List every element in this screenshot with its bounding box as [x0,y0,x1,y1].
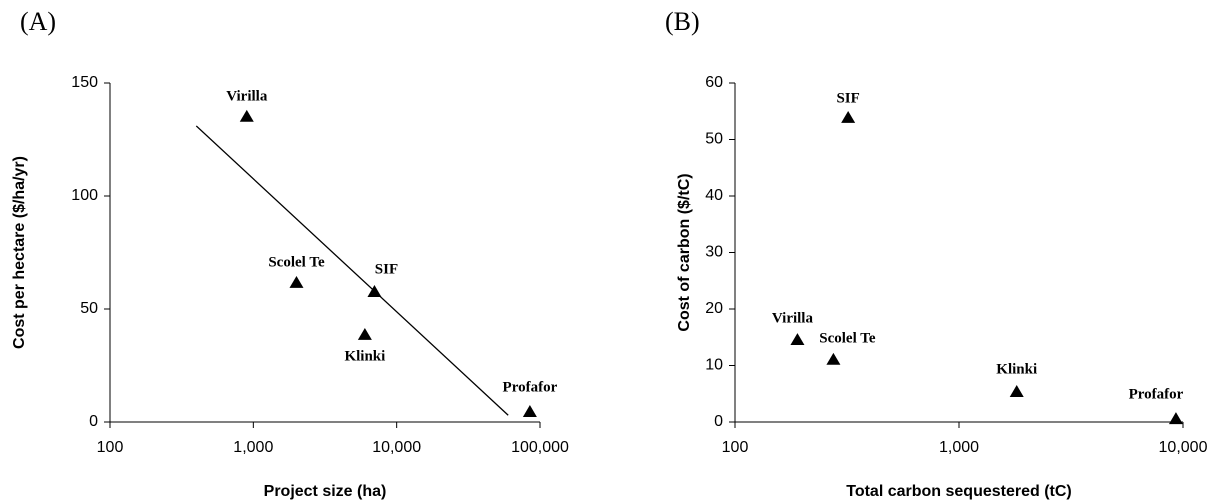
data-point [790,333,805,345]
x-tick-label: 10,000 [1159,439,1208,456]
point-label: SIF [836,90,859,106]
data-point [841,111,856,123]
y-tick-label: 0 [89,413,98,430]
y-tick-label: 0 [714,413,723,430]
y-tick-label: 60 [705,74,723,91]
x-axis-title: Total carbon sequestered (tC) [846,483,1072,500]
y-tick-label: 20 [705,300,723,317]
point-label: Scolel Te [819,330,876,346]
point-label: Profafor [503,379,558,395]
x-tick-label: 100 [722,439,749,456]
y-tick-label: 10 [705,357,723,374]
data-point [367,285,382,297]
data-point [522,405,537,417]
point-label: Virilla [226,88,268,104]
point-label: Virilla [772,311,814,327]
x-tick-label: 1,000 [939,439,979,456]
point-label: Klinki [344,348,385,364]
point-label: Klinki [996,361,1037,377]
panel-label: (A) [20,7,56,36]
x-tick-label: 100 [97,439,124,456]
y-tick-label: 50 [705,131,723,148]
x-axis-title: Project size (ha) [264,483,387,500]
x-tick-label: 10,000 [372,439,421,456]
data-point [826,352,841,365]
y-tick-label: 150 [71,74,98,91]
data-point [1009,385,1024,397]
y-axis-title: Cost of carbon ($/tC) [676,173,693,331]
y-axis-title: Cost per hectare ($/ha/yr) [11,156,28,349]
x-tick-label: 1,000 [233,439,273,456]
data-point [289,276,304,288]
data-point [1168,412,1183,425]
point-label: Scolel Te [268,254,325,270]
y-tick-label: 40 [705,187,723,204]
panel-label: (B) [665,7,700,36]
data-point [357,327,372,340]
trend-line [195,125,509,416]
point-label: SIF [375,261,398,277]
x-tick-label: 100,000 [511,439,569,456]
y-tick-label: 100 [71,187,98,204]
point-label: Profafor [1129,387,1184,403]
y-tick-label: 50 [80,300,98,317]
y-tick-label: 30 [705,244,723,261]
data-point [239,109,254,122]
